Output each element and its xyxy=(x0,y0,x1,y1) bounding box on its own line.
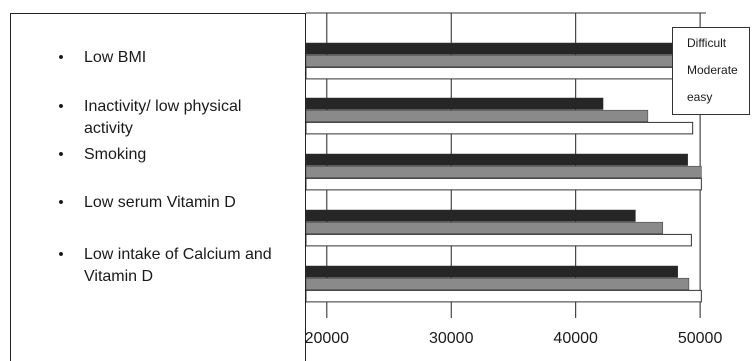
bar-difficult-0 xyxy=(306,42,678,55)
x-tick-label-20000: 20000 xyxy=(306,330,349,347)
bullet-icon: • xyxy=(58,246,64,263)
x-tick-label-50000: 50000 xyxy=(678,330,723,347)
bullet-icon: • xyxy=(58,146,64,163)
bar-chart: 20000 30000 40000 50000 xyxy=(306,12,723,347)
chart-legend: Difficult Moderate easy xyxy=(672,27,750,115)
bar-easy-0 xyxy=(306,66,700,80)
category-label-low-bmi: Low BMI xyxy=(84,49,147,66)
category-label-calcium-vitamin-d: Low intake of Calcium and Vitamin D xyxy=(84,246,272,285)
category-label-smoking: Smoking xyxy=(84,146,147,163)
legend-item-difficult: Difficult xyxy=(687,36,727,50)
bar-easy-4 xyxy=(306,289,702,303)
bullet-icon: • xyxy=(58,49,64,66)
bar-difficult-1 xyxy=(306,97,604,110)
bullet-icon: • xyxy=(58,194,64,211)
bar-moderate-0 xyxy=(306,54,686,67)
category-label-serum-vitamin-d: Low serum Vitamin D xyxy=(84,194,236,211)
bar-moderate-3 xyxy=(306,221,664,234)
x-tick-label-40000: 40000 xyxy=(553,330,598,347)
bar-difficult-2 xyxy=(306,153,688,166)
x-tick-label-30000: 30000 xyxy=(429,330,474,347)
category-label-inactivity: Inactivity/ low physical activity xyxy=(84,98,242,137)
bar-easy-2 xyxy=(306,177,702,191)
bar-easy-1 xyxy=(306,121,694,135)
bar-moderate-1 xyxy=(306,109,649,122)
bar-moderate-4 xyxy=(306,277,690,290)
bar-difficult-3 xyxy=(306,209,636,222)
bar-moderate-2 xyxy=(306,165,702,178)
bar-difficult-4 xyxy=(306,265,678,278)
bar-easy-3 xyxy=(306,233,692,247)
legend-item-moderate: Moderate xyxy=(687,63,738,77)
bullet-icon: • xyxy=(58,98,64,115)
legend-item-easy: easy xyxy=(687,90,713,104)
